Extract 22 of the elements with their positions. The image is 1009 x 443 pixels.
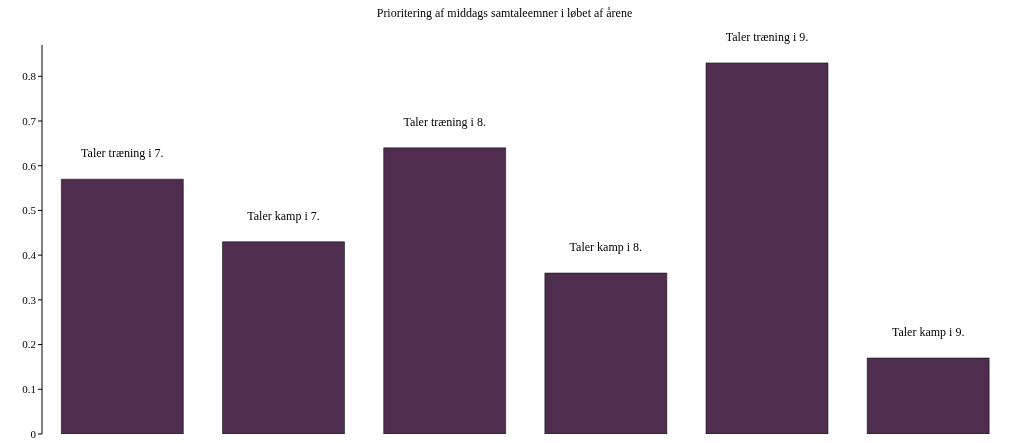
y-tick-label: 0.2 xyxy=(22,338,36,351)
bar xyxy=(866,357,990,434)
chart-title: Prioritering af middags samtaleemner i løbet af årene xyxy=(375,6,634,21)
bar xyxy=(544,272,668,434)
y-tick-label: 0.3 xyxy=(22,293,37,306)
bar xyxy=(383,147,506,434)
x-tick-label: Taler kamp i 8. xyxy=(569,240,643,255)
y-tick-label: 0.1 xyxy=(22,383,36,396)
x-tick-label: Taler træning i 8. xyxy=(403,114,486,129)
y-tick-label: 0.4 xyxy=(22,249,37,262)
bar xyxy=(222,241,345,434)
bar xyxy=(61,178,184,434)
x-tick-label: Taler kamp i 9. xyxy=(891,324,965,339)
y-tick-label: 0.7 xyxy=(22,114,37,127)
y-tick-label: 0.8 xyxy=(22,70,37,83)
x-tick-label: Taler træning i 7. xyxy=(81,146,164,161)
bar xyxy=(705,62,829,434)
x-tick-label: Taler træning i 9. xyxy=(725,29,809,44)
x-tick-label: Taler kamp i 7. xyxy=(247,208,320,223)
y-tick-label: 0.5 xyxy=(22,204,37,217)
y-tick-label: 0.6 xyxy=(22,159,37,172)
y-tick-label: 0 xyxy=(30,427,37,440)
